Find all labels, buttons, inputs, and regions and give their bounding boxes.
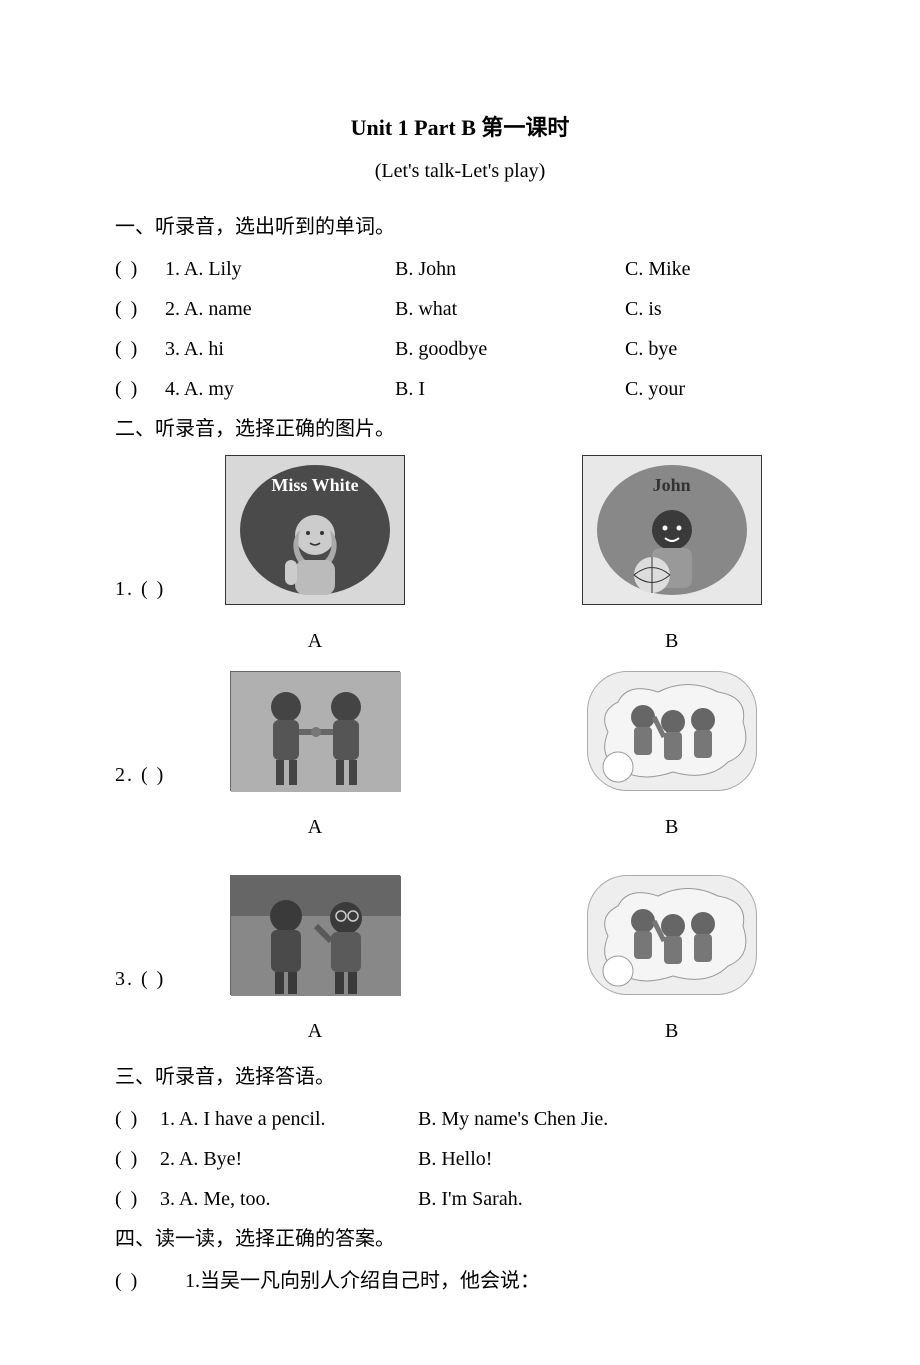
s3-q3: ( ) 3. A. Me, too. B. I'm Sarah.: [115, 1183, 805, 1215]
s2-row3-labels: A B: [115, 1005, 805, 1047]
q-option-b: B. goodbye: [395, 333, 625, 365]
character-circle: Miss White: [240, 465, 390, 595]
q-option-a: 3. A. hi: [165, 333, 395, 365]
label-a-cell: A: [182, 1005, 449, 1047]
option-label-b: B: [665, 811, 678, 843]
s1-q3: ( ) 3. A. hi B. goodbye C. bye: [115, 333, 805, 365]
q-option-a: 2. A. name: [165, 293, 395, 325]
s3-q1: ( ) 1. A. I have a pencil. B. My name's …: [115, 1103, 805, 1135]
question-text: 1.当吴一凡向别人介绍自己时，他会说：: [185, 1265, 540, 1297]
q-option-a: 2. A. Bye!: [160, 1143, 418, 1175]
q-option-c: C. is: [625, 293, 805, 325]
q-option-c: C. your: [625, 373, 805, 405]
character-name-label: Miss White: [271, 471, 358, 500]
option-label-b: B: [665, 625, 678, 657]
label-a-cell: A: [182, 615, 449, 657]
q-option-b: B. Hello!: [418, 1143, 805, 1175]
image-cell-b: [538, 671, 805, 791]
teacher-figure-icon: [270, 505, 360, 595]
handshake-scene-image: [230, 671, 400, 791]
section1-header: 一、听录音，选出听到的单词。: [115, 211, 805, 243]
two-kids-handshake-icon: [231, 672, 401, 792]
boy-figure-icon: [622, 500, 722, 595]
row-label[interactable]: 2. ( ): [115, 759, 182, 791]
q-option-c: C. Mike: [625, 253, 805, 285]
waving-kids-image: [587, 671, 757, 791]
answer-blank[interactable]: ( ): [115, 1265, 185, 1297]
label-b-cell: B: [538, 615, 805, 657]
label-a-cell: A: [182, 801, 449, 843]
answer-blank[interactable]: ( ): [115, 333, 165, 365]
q-option-b: B. My name's Chen Jie.: [418, 1103, 805, 1135]
image-cell-a: Miss White: [182, 455, 449, 605]
q-option-b: B. John: [395, 253, 625, 285]
s2-row3: 3. ( ): [115, 875, 805, 995]
q-option-a: 3. A. Me, too.: [160, 1183, 418, 1215]
john-image: John: [582, 455, 762, 605]
s2-row1: 1. ( ) Miss White John: [115, 455, 805, 605]
character-name-label: John: [653, 471, 691, 500]
section4-header: 四、读一读，选择正确的答案。: [115, 1223, 805, 1255]
section2-header: 二、听录音，选择正确的图片。: [115, 413, 805, 445]
q-option-a: 1. A. Lily: [165, 253, 395, 285]
s1-q4: ( ) 4. A. my B. I C. your: [115, 373, 805, 405]
q-option-c: C. bye: [625, 333, 805, 365]
section3-header: 三、听录音，选择答语。: [115, 1061, 805, 1093]
image-cell-b: John: [538, 455, 805, 605]
s3-q2: ( ) 2. A. Bye! B. Hello!: [115, 1143, 805, 1175]
miss-white-image: Miss White: [225, 455, 405, 605]
option-label-b: B: [665, 1015, 678, 1047]
answer-blank[interactable]: ( ): [115, 373, 165, 405]
three-kids-waving-icon: [588, 672, 758, 792]
doc-title: Unit 1 Part B 第一课时: [115, 110, 805, 145]
option-label-a: A: [308, 1015, 322, 1047]
answer-blank[interactable]: ( ): [115, 293, 165, 325]
s1-q1: ( ) 1. A. Lily B. John C. Mike: [115, 253, 805, 285]
answer-blank[interactable]: ( ): [115, 1183, 160, 1215]
q-option-a: 4. A. my: [165, 373, 395, 405]
option-label-a: A: [308, 625, 322, 657]
s2-row1-labels: A B: [115, 615, 805, 657]
q-option-b: B. I: [395, 373, 625, 405]
row-label[interactable]: 1. ( ): [115, 573, 182, 605]
q-option-b: B. I'm Sarah.: [418, 1183, 805, 1215]
image-cell-a: [182, 875, 449, 995]
s2-row2: 2. ( ): [115, 671, 805, 791]
answer-blank[interactable]: ( ): [115, 253, 165, 285]
three-kids-waving-icon: [588, 876, 758, 996]
row-label[interactable]: 3. ( ): [115, 963, 182, 995]
two-boys-talk-icon: [231, 876, 401, 996]
image-cell-b: [538, 875, 805, 995]
s2-row2-labels: A B: [115, 801, 805, 843]
s1-q2: ( ) 2. A. name B. what C. is: [115, 293, 805, 325]
answer-blank[interactable]: ( ): [115, 1143, 160, 1175]
answer-blank[interactable]: ( ): [115, 1103, 160, 1135]
label-b-cell: B: [538, 801, 805, 843]
q-option-b: B. what: [395, 293, 625, 325]
character-circle: John: [597, 465, 747, 595]
waving-kids-image-2: [587, 875, 757, 995]
two-boys-talking-image: [230, 875, 400, 995]
doc-subtitle: (Let's talk-Let's play): [115, 155, 805, 187]
image-cell-a: [182, 671, 449, 791]
q-option-a: 1. A. I have a pencil.: [160, 1103, 418, 1135]
option-label-a: A: [308, 811, 322, 843]
spacer: [115, 843, 805, 865]
label-b-cell: B: [538, 1005, 805, 1047]
s4-q1: ( ) 1.当吴一凡向别人介绍自己时，他会说：: [115, 1265, 805, 1297]
